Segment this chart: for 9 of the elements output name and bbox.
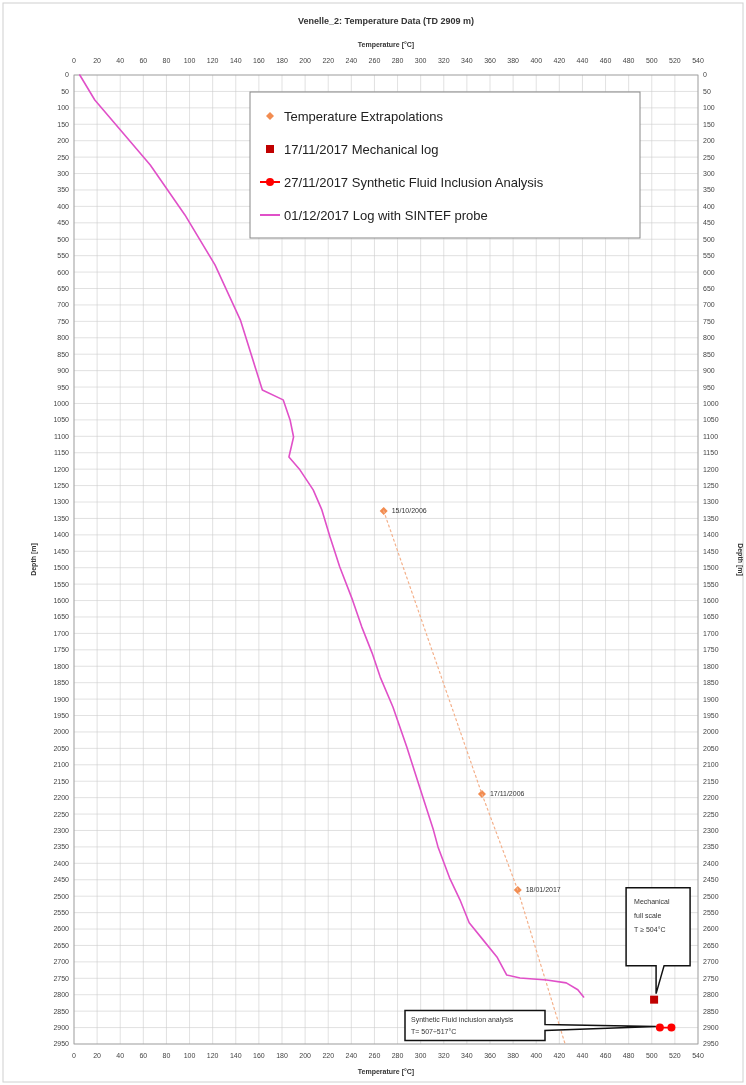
- legend-label: 01/12/2017 Log with SINTEF probe: [284, 207, 488, 223]
- point: [667, 1023, 676, 1032]
- line-series: [78, 74, 585, 998]
- legend-label: 27/11/2017 Synthetic Fluid Inclusion Analysis: [284, 174, 544, 190]
- chart-title: Venelle_2: Temperature Data (TD 2909 m): [298, 16, 474, 26]
- point: [655, 1023, 664, 1032]
- point: [650, 995, 659, 1004]
- legend-label: Temperature Extrapolations: [284, 108, 444, 124]
- legend-label: 17/11/2017 Mechanical log: [284, 141, 439, 157]
